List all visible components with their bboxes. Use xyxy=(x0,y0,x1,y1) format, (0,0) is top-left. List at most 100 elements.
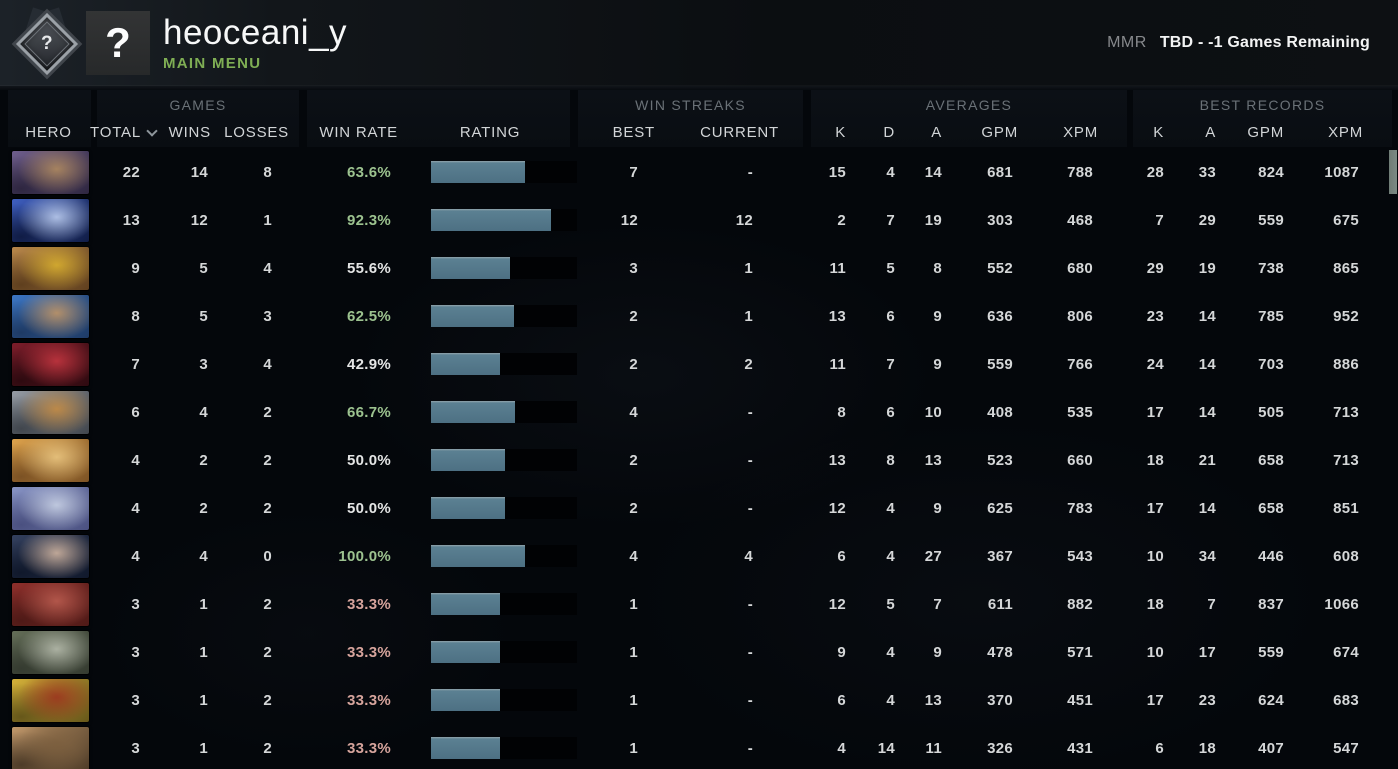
column-header-losses[interactable]: LOSSES xyxy=(224,124,289,141)
best-gpm-value: 624 xyxy=(1258,691,1284,709)
win-rate-value: 50.0% xyxy=(346,451,391,469)
best-gpm-value: 658 xyxy=(1258,451,1284,469)
hero-portrait[interactable] xyxy=(12,630,89,674)
column-header-avg-xpm[interactable]: XPM xyxy=(1063,124,1098,141)
column-header-avg-kills[interactable]: K xyxy=(835,124,846,141)
avg-xpm-value: 468 xyxy=(1067,211,1093,229)
column-header-rating[interactable]: RATING xyxy=(459,124,521,141)
best-kills-value: 29 xyxy=(1146,259,1164,277)
column-header-streak-best[interactable]: BEST xyxy=(612,124,655,141)
total-games-value: 9 xyxy=(131,259,140,277)
wins-value: 4 xyxy=(199,403,208,421)
scrollbar-thumb[interactable] xyxy=(1389,150,1397,194)
header-group-best-records: BEST RECORDS xyxy=(1133,90,1392,147)
hero-portrait[interactable] xyxy=(12,726,89,769)
hero-cell xyxy=(0,678,97,722)
hero-portrait[interactable] xyxy=(12,438,89,482)
rating-cell xyxy=(391,353,577,375)
column-header-best-gpm[interactable]: GPM xyxy=(1247,124,1284,141)
player-id-block: heoceani_y MAIN MENU xyxy=(163,13,347,72)
column-header-best-kills[interactable]: K xyxy=(1153,124,1164,141)
avg-assists-value: 27 xyxy=(924,547,942,565)
streak-best-value: 2 xyxy=(629,307,638,325)
hero-row[interactable]: 3 1 2 33.3% 1 - 9 4 9 478 571 10 17 559 … xyxy=(0,628,1398,676)
best-assists-value: 29 xyxy=(1198,211,1216,229)
avg-xpm-value: 783 xyxy=(1067,499,1093,517)
avg-xpm-value: 431 xyxy=(1067,739,1093,757)
column-header-streak-current[interactable]: CURRENT xyxy=(700,124,779,141)
best-xpm-value: 547 xyxy=(1333,739,1359,757)
column-header-hero[interactable]: HERO xyxy=(25,124,72,141)
hero-row[interactable]: 22 14 8 63.6% 7 - 15 4 14 681 788 28 33 … xyxy=(0,148,1398,196)
hero-row[interactable]: 3 1 2 33.3% 1 - 12 5 7 611 882 18 7 837 … xyxy=(0,580,1398,628)
hero-row[interactable]: 8 5 3 62.5% 2 1 13 6 9 636 806 23 14 785… xyxy=(0,292,1398,340)
hero-row[interactable]: 9 5 4 55.6% 3 1 11 5 8 552 680 29 19 738… xyxy=(0,244,1398,292)
streak-best-value: 3 xyxy=(629,259,638,277)
losses-value: 2 xyxy=(263,643,272,661)
avg-xpm-value: 660 xyxy=(1067,451,1093,469)
rating-cell xyxy=(391,497,577,519)
hero-row[interactable]: 4 2 2 50.0% 2 - 12 4 9 625 783 17 14 658… xyxy=(0,484,1398,532)
header-panel-hero xyxy=(8,90,91,147)
hero-portrait[interactable] xyxy=(12,582,89,626)
best-gpm-value: 738 xyxy=(1258,259,1284,277)
avg-deaths-value: 4 xyxy=(886,643,895,661)
avg-deaths-value: 4 xyxy=(886,499,895,517)
column-header-best-xpm[interactable]: XPM xyxy=(1328,124,1363,141)
hero-portrait[interactable] xyxy=(12,198,89,242)
avg-kills-value: 12 xyxy=(828,595,846,613)
hero-portrait[interactable] xyxy=(12,150,89,194)
column-header-best-assists[interactable]: A xyxy=(1205,124,1216,141)
column-header-avg-gpm[interactable]: GPM xyxy=(981,124,1018,141)
hero-cell xyxy=(0,726,97,769)
table-header: GAMES WIN STREAKS AVERAGES BEST RECORDS … xyxy=(0,90,1398,148)
hero-portrait[interactable] xyxy=(12,342,89,386)
column-header-total-sorted[interactable]: TOTAL xyxy=(90,124,158,141)
hero-row[interactable]: 3 1 2 33.3% 1 - 6 4 13 370 451 17 23 624… xyxy=(0,676,1398,724)
hero-row[interactable]: 4 4 0 100.0% 4 4 6 4 27 367 543 10 34 44… xyxy=(0,532,1398,580)
hero-row[interactable]: 3 1 2 33.3% 1 - 4 14 11 326 431 6 18 407… xyxy=(0,724,1398,769)
rating-bar xyxy=(431,497,577,519)
hero-portrait[interactable] xyxy=(12,678,89,722)
best-kills-value: 17 xyxy=(1146,691,1164,709)
avg-deaths-value: 5 xyxy=(886,595,895,613)
best-assists-value: 33 xyxy=(1198,163,1216,181)
avg-deaths-value: 7 xyxy=(886,211,895,229)
avg-kills-value: 4 xyxy=(837,739,846,757)
streak-current-value: - xyxy=(747,595,753,613)
total-games-value: 3 xyxy=(131,643,140,661)
column-header-wins[interactable]: WINS xyxy=(168,124,211,141)
avatar[interactable]: ? xyxy=(86,11,150,75)
win-rate-value: 42.9% xyxy=(346,355,391,373)
rating-bar-fill xyxy=(431,449,505,471)
mmr-value: TBD - -1 Games Remaining xyxy=(1159,34,1370,51)
column-header-avg-assists[interactable]: A xyxy=(931,124,942,141)
hero-row[interactable]: 6 4 2 66.7% 4 - 8 6 10 408 535 17 14 505… xyxy=(0,388,1398,436)
avg-xpm-value: 806 xyxy=(1067,307,1093,325)
losses-value: 2 xyxy=(263,739,272,757)
best-gpm-value: 446 xyxy=(1258,547,1284,565)
hero-portrait[interactable] xyxy=(12,246,89,290)
total-games-value: 8 xyxy=(131,307,140,325)
hero-portrait[interactable] xyxy=(12,486,89,530)
best-assists-value: 18 xyxy=(1198,739,1216,757)
best-xpm-value: 713 xyxy=(1333,403,1359,421)
rating-bar-fill xyxy=(431,593,500,615)
avg-assists-value: 13 xyxy=(924,691,942,709)
avg-kills-value: 13 xyxy=(828,451,846,469)
hero-portrait[interactable] xyxy=(12,534,89,578)
best-assists-value: 17 xyxy=(1198,643,1216,661)
hero-row[interactable]: 13 12 1 92.3% 12 12 2 7 19 303 468 7 29 … xyxy=(0,196,1398,244)
rating-cell xyxy=(391,737,577,759)
win-rate-value: 100.0% xyxy=(338,547,391,565)
hero-portrait[interactable] xyxy=(12,390,89,434)
column-header-win-rate[interactable]: WIN RATE xyxy=(319,124,398,141)
hero-row[interactable]: 4 2 2 50.0% 2 - 13 8 13 523 660 18 21 65… xyxy=(0,436,1398,484)
hero-portrait[interactable] xyxy=(12,294,89,338)
column-header-avg-deaths[interactable]: D xyxy=(883,124,895,141)
streak-current-value: 1 xyxy=(744,259,753,277)
streak-best-value: 1 xyxy=(629,691,638,709)
total-games-value: 3 xyxy=(131,595,140,613)
hero-row[interactable]: 7 3 4 42.9% 2 2 11 7 9 559 766 24 14 703… xyxy=(0,340,1398,388)
wins-value: 3 xyxy=(199,355,208,373)
